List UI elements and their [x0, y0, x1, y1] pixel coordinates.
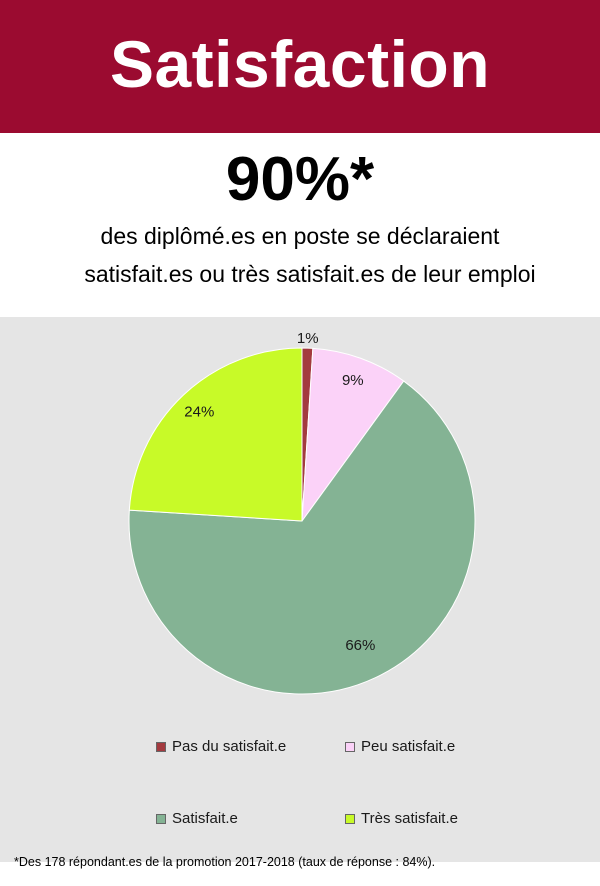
legend-swatch — [156, 813, 166, 824]
pie-slice-tr-s-satisfait-e — [128, 347, 303, 522]
pie-data-label: 1% — [297, 330, 319, 347]
headline-percentage: 90%* — [225, 145, 375, 214]
footnote: *Des 178 répondant.es de la promotion 20… — [14, 855, 436, 869]
pie-slice-peu-satisfait-e — [301, 347, 405, 523]
title-banner: Satisfaction — [0, 0, 600, 133]
legend-label: Peu satisfait.e — [361, 738, 456, 755]
legend-label: Très satisfait.e — [361, 810, 458, 827]
legend-item-tres-satisfait: Très satisfait.e — [345, 810, 458, 827]
pie-data-label: 66% — [345, 637, 375, 654]
legend-item-peu-satisfait: Peu satisfait.e — [345, 738, 455, 755]
legend-swatch — [345, 813, 355, 824]
pie-slice-satisfait-e — [128, 380, 476, 695]
legend-item-pas-du-satisfait: Pas du satisfait.e — [156, 738, 286, 755]
legend-label: Satisfait.e — [172, 810, 238, 827]
headline-text-line-2: satisfait.es ou très satisfait.es de leu… — [84, 261, 536, 287]
legend-item-satisfait: Satisfait.e — [156, 810, 238, 827]
pie-data-label: 9% — [342, 372, 364, 389]
legend-swatch — [345, 741, 355, 752]
legend-label: Pas du satisfait.e — [172, 738, 287, 755]
page-title: Satisfaction — [109, 26, 491, 101]
headline-text-line-1: des diplômé.es en poste se déclaraient — [100, 223, 500, 249]
pie-data-label: 24% — [184, 404, 214, 421]
legend-swatch — [156, 741, 166, 752]
